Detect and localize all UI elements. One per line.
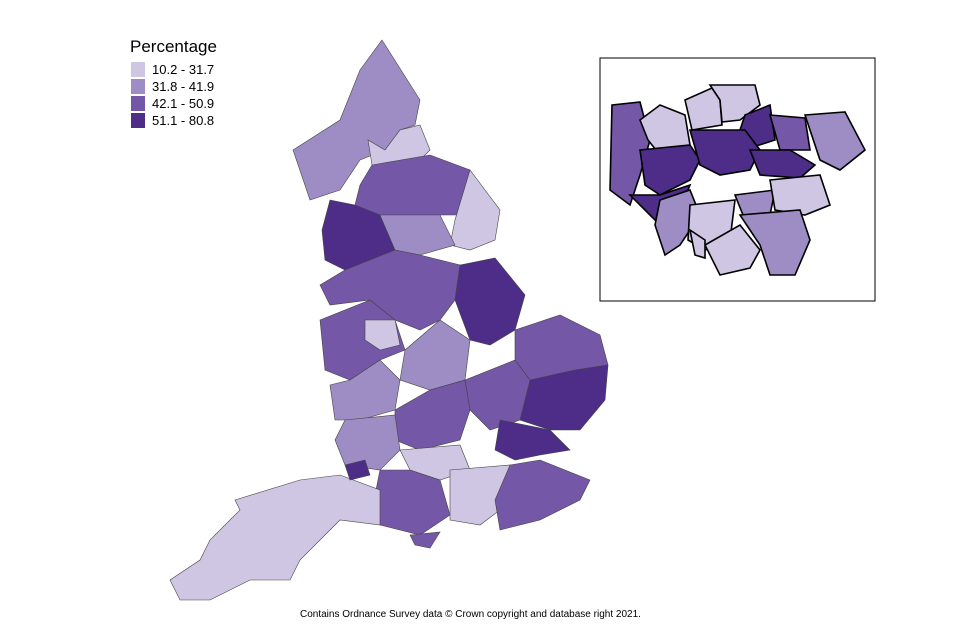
london-borough bbox=[688, 228, 706, 260]
local-authority-area bbox=[449, 169, 501, 251]
london-inset-frame bbox=[599, 57, 876, 302]
local-authority-area bbox=[334, 414, 401, 471]
legend-item: 42.1 - 50.9 bbox=[130, 95, 217, 112]
london-borough bbox=[769, 174, 831, 216]
local-authority-area bbox=[399, 319, 471, 391]
local-authority-area bbox=[292, 39, 421, 201]
local-authority-area bbox=[169, 474, 381, 601]
attribution-footer: Contains Ordnance Survey data © Crown co… bbox=[300, 609, 641, 620]
legend-title: Percentage bbox=[130, 37, 217, 56]
local-authority-area bbox=[364, 319, 401, 351]
local-authority-area bbox=[449, 464, 511, 526]
local-authority-area bbox=[494, 419, 571, 461]
local-authority-area bbox=[409, 531, 441, 549]
london-borough bbox=[803, 111, 867, 171]
london-borough bbox=[609, 101, 651, 207]
legend-item: 31.8 - 41.9 bbox=[130, 78, 217, 95]
london-borough bbox=[708, 84, 761, 123]
local-authority-area bbox=[379, 214, 456, 256]
legend-label: 42.1 - 50.9 bbox=[152, 96, 215, 111]
legend-swatch bbox=[130, 95, 146, 112]
legend-label: 10.2 - 31.7 bbox=[152, 62, 215, 77]
london-borough bbox=[703, 223, 761, 276]
local-authority-area bbox=[519, 364, 609, 431]
legend-label: 31.8 - 41.9 bbox=[152, 79, 215, 94]
local-authority-area bbox=[329, 359, 401, 421]
legend-label: 51.1 - 80.8 bbox=[152, 113, 215, 128]
london-borough bbox=[654, 189, 701, 257]
local-authority-area bbox=[454, 257, 526, 346]
local-authority-area bbox=[494, 459, 591, 531]
legend-item: 10.2 - 31.7 bbox=[130, 61, 217, 78]
legend-swatch bbox=[130, 61, 146, 78]
local-authority-area bbox=[344, 459, 371, 481]
legend-swatch bbox=[130, 78, 146, 95]
london-borough bbox=[738, 209, 811, 276]
legend-item: 51.1 - 80.8 bbox=[130, 112, 217, 129]
local-authority-area bbox=[464, 359, 531, 431]
london-borough bbox=[639, 144, 701, 196]
legend-swatch bbox=[130, 112, 146, 129]
local-authority-area bbox=[374, 469, 451, 536]
london-borough bbox=[748, 149, 817, 179]
london-borough bbox=[768, 114, 811, 151]
london-borough bbox=[688, 129, 761, 176]
legend: Percentage 10.2 - 31.7 31.8 - 41.9 42.1 … bbox=[130, 37, 217, 129]
local-authority-area bbox=[394, 379, 471, 451]
